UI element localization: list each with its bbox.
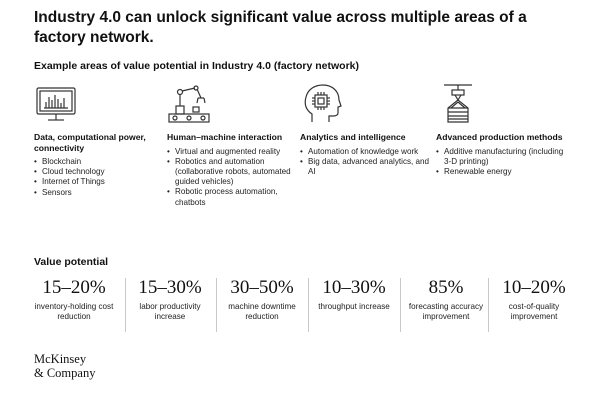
metric-description: forecasting accuracy improvement: [408, 302, 484, 321]
list-item: Cloud technology: [34, 167, 164, 177]
metric-divider: [125, 278, 126, 332]
robot-arm-icon: [168, 85, 210, 123]
metric-description: cost-of-quality improvement: [508, 302, 560, 321]
metric-value: 85%: [428, 277, 464, 298]
metric-throughput: 10–30% throughput increase: [310, 276, 398, 312]
value-potential-heading: Value potential: [34, 256, 109, 268]
list-item: Internet of Things: [34, 177, 164, 187]
area-list: Additive manufacturing (including 3-D pr…: [436, 147, 566, 178]
area-data-computational: Data, computational power, connectivity …: [34, 82, 164, 198]
area-advanced-production: Advanced production methods Additive man…: [436, 82, 566, 177]
list-item: Robotic process automation, chatbots: [167, 187, 297, 207]
head-chip-icon: [304, 84, 342, 122]
metric-description: throughput increase: [318, 302, 390, 311]
metric-divider: [216, 278, 217, 332]
mckinsey-logo: McKinsey & Company: [34, 352, 95, 380]
list-item: Virtual and augmented reality: [167, 147, 297, 157]
metric-divider: [400, 278, 401, 332]
monitor-chart-icon: [36, 87, 76, 121]
metric-description: machine downtime reduction: [228, 302, 296, 321]
area-heading: Advanced production methods: [436, 132, 563, 142]
metric-inventory: 15–20% inventory-holding cost reduction: [30, 276, 118, 322]
area-heading: Data, computational power, connectivity: [34, 132, 146, 153]
area-list: Blockchain Cloud technology Internet of …: [34, 157, 164, 198]
page-title: Industry 4.0 can unlock significant valu…: [34, 9, 527, 46]
logo-line: & Company: [34, 366, 96, 380]
metric-quality: 10–20% cost-of-quality improvement: [490, 276, 578, 322]
list-item: Additive manufacturing (including 3-D pr…: [436, 147, 566, 167]
area-human-machine: Human–machine interaction Virtual and au…: [167, 82, 297, 208]
metric-value: 15–20%: [42, 277, 106, 298]
list-item: Renewable energy: [436, 167, 566, 177]
metric-value: 15–30%: [138, 277, 202, 298]
value-potential-metrics: 15–20% inventory-holding cost reduction …: [30, 276, 578, 346]
metric-description: inventory-holding cost reduction: [34, 302, 114, 321]
metric-divider: [488, 278, 489, 332]
metric-value: 30–50%: [230, 277, 294, 298]
metric-value: 10–20%: [502, 277, 566, 298]
3d-printer-icon: [444, 84, 472, 123]
list-item: Robotics and automation (collaborative r…: [167, 157, 297, 188]
metric-divider: [308, 278, 309, 332]
metric-description: labor productivity increase: [139, 302, 201, 321]
list-item: Sensors: [34, 188, 164, 198]
list-item: Big data, advanced analytics, and AI: [300, 157, 430, 177]
value-areas: Data, computational power, connectivity …: [34, 82, 574, 242]
area-heading: Analytics and intelligence: [300, 132, 406, 142]
metric-value: 10–30%: [322, 277, 386, 298]
list-item: Automation of knowledge work: [300, 147, 430, 157]
area-heading: Human–machine interaction: [167, 132, 283, 142]
logo-line: McKinsey: [34, 352, 87, 366]
area-list: Automation of knowledge work Big data, a…: [300, 147, 430, 178]
metric-downtime: 30–50% machine downtime reduction: [218, 276, 306, 322]
list-item: Blockchain: [34, 157, 164, 167]
metric-forecasting: 85% forecasting accuracy improvement: [402, 276, 490, 322]
area-list: Virtual and augmented reality Robotics a…: [167, 147, 297, 208]
section-subtitle: Example areas of value potential in Indu…: [34, 60, 360, 72]
metric-labor: 15–30% labor productivity increase: [126, 276, 214, 322]
area-analytics: Analytics and intelligence Automation of…: [300, 82, 430, 177]
